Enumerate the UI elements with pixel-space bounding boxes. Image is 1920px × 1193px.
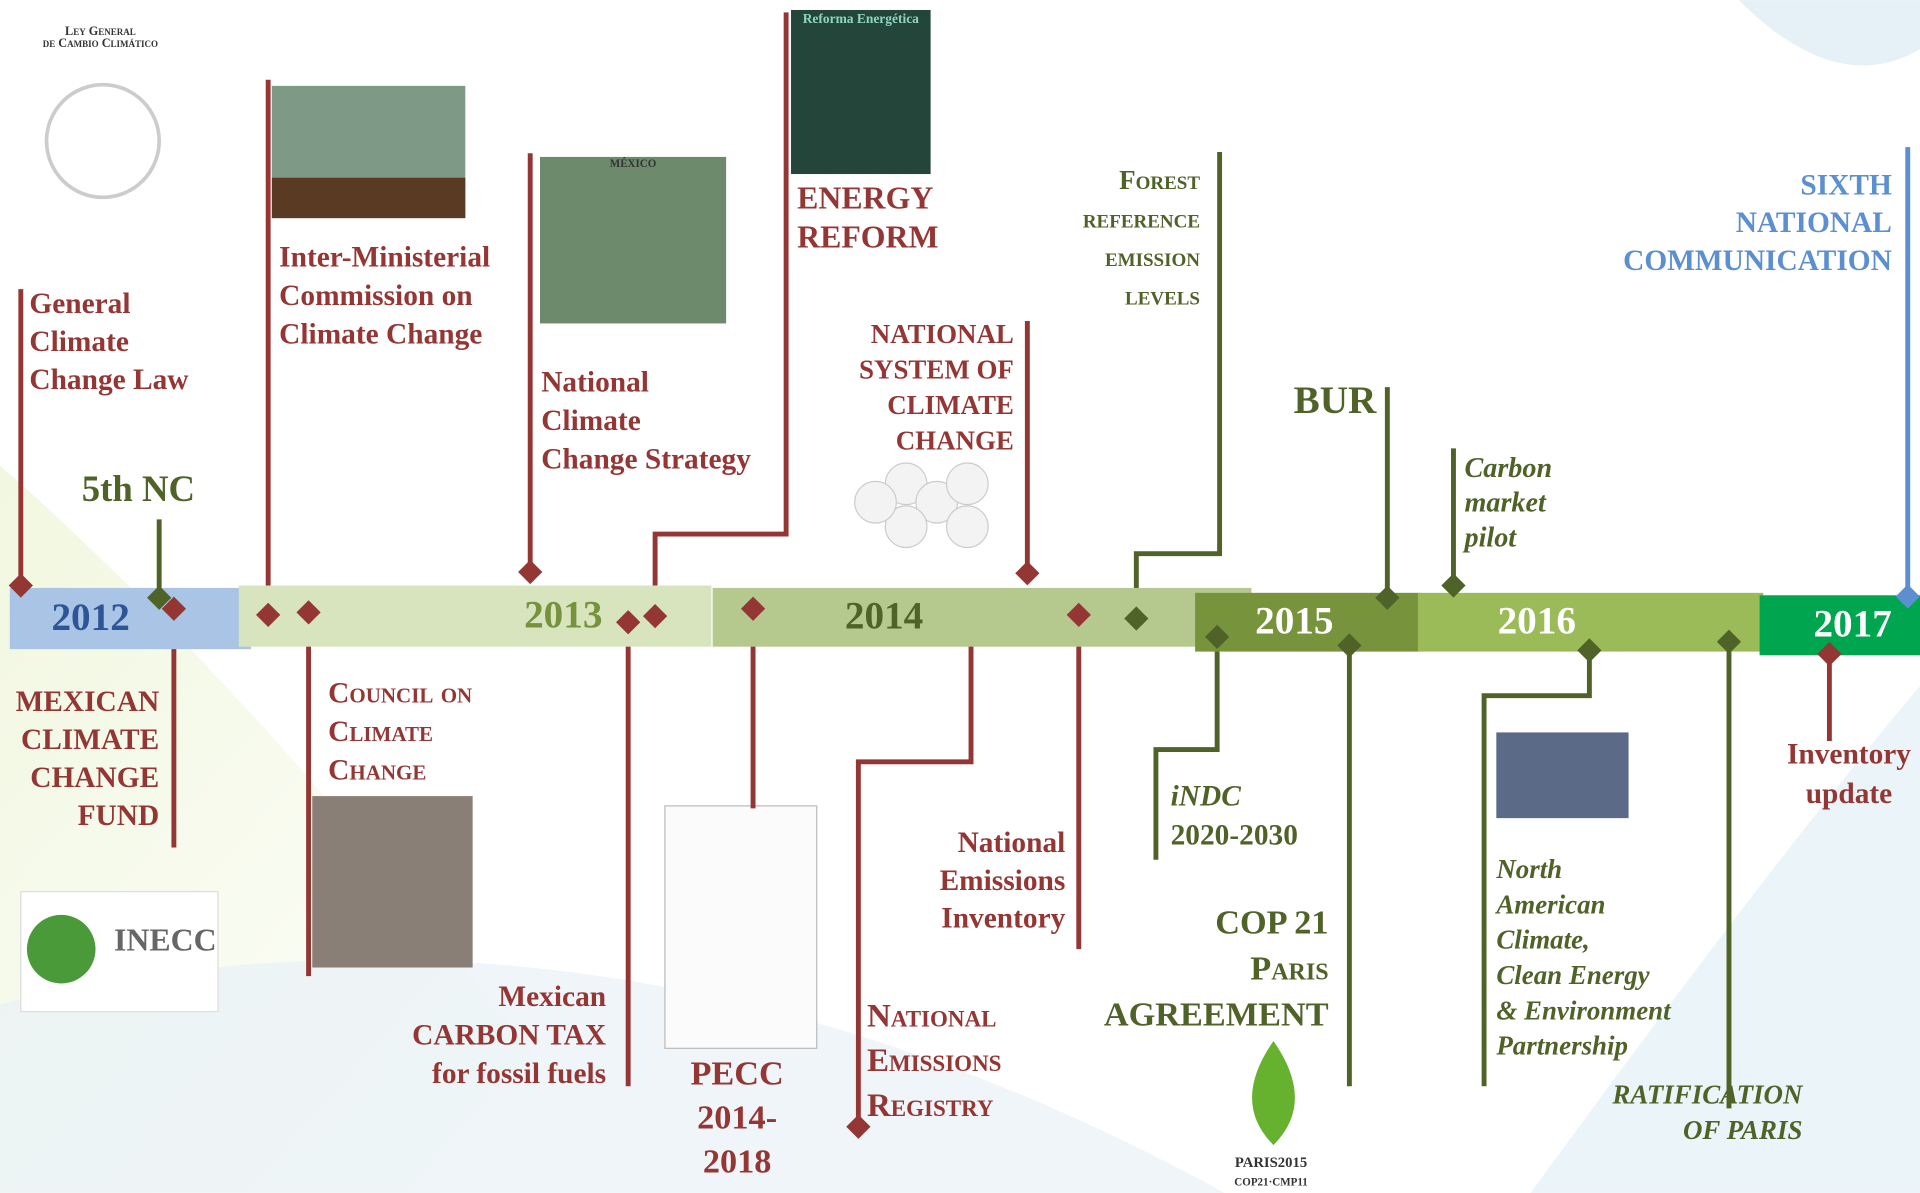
- header-text: de Cambio Climático: [43, 36, 158, 50]
- timeline: 2012 2013 2014 2015 2016 2017 General Climate C…: [0, 0, 1920, 1193]
- paris-logo: [1252, 1041, 1295, 1145]
- event-label: ENERGY: [797, 180, 933, 215]
- system-graphic: [855, 463, 988, 547]
- event-label: FUND: [78, 800, 160, 832]
- logo-mark: [27, 915, 96, 984]
- event-label: COP 21: [1215, 904, 1328, 942]
- bg-swoosh: [1739, 0, 1920, 65]
- event-label: Inventory: [941, 903, 1065, 935]
- event-label: 5th NC: [82, 468, 195, 509]
- image-caption: MÉXICO: [610, 158, 657, 170]
- page: 2012 2013 2014 2015 2016 2017 General Climate C…: [0, 0, 1920, 1193]
- year-label: 2014: [845, 595, 923, 638]
- event-label: CHANGE: [896, 426, 1014, 456]
- event-label: pilot: [1462, 523, 1517, 554]
- event-label: Inter-Ministerial: [279, 242, 490, 274]
- photo: [791, 10, 931, 174]
- photo: [312, 796, 472, 967]
- diamond-marker: [1015, 561, 1039, 585]
- event-label: Emissions: [940, 865, 1066, 897]
- event-label: National: [867, 999, 997, 1035]
- year-label: 2016: [1498, 600, 1576, 643]
- year-label: 2013: [524, 594, 602, 637]
- event-label: 2020-2030: [1171, 819, 1298, 851]
- event-label: SIXTH: [1800, 169, 1892, 201]
- photo-detail: [272, 178, 465, 218]
- event-label: COMMUNICATION: [1623, 245, 1892, 277]
- photo: [540, 157, 726, 324]
- diamond-marker: [518, 560, 542, 584]
- event-label: iNDC: [1171, 780, 1242, 812]
- event-label: Partnership: [1495, 1031, 1628, 1061]
- event-label: Registry: [867, 1088, 994, 1124]
- event-label: AGREEMENT: [1104, 996, 1329, 1034]
- event-label: Change Strategy: [541, 444, 751, 476]
- event-label: 2014-: [697, 1098, 777, 1136]
- event-label: Change Law: [29, 364, 189, 396]
- event-label: Council on: [328, 677, 472, 709]
- event-label: National: [541, 366, 649, 398]
- event-label: CLIMATE: [887, 390, 1014, 420]
- event-label: REFORM: [797, 219, 938, 254]
- event-label: reference: [1083, 203, 1200, 233]
- event-label: OF PARIS: [1683, 1115, 1802, 1145]
- event-label: for fossil fuels: [432, 1058, 606, 1090]
- event-label: market: [1464, 488, 1547, 519]
- event-label: Climate: [541, 405, 641, 437]
- event-label: CARBON TAX: [412, 1020, 606, 1052]
- event-label: levels: [1125, 281, 1200, 311]
- event-label: Emissions: [867, 1043, 1002, 1079]
- event-label: Inventory: [1787, 739, 1911, 771]
- event-label: Climate: [328, 716, 433, 748]
- image-caption: Reforma Energética: [803, 11, 919, 26]
- document: [665, 806, 817, 1048]
- event-label: Mexican: [498, 981, 606, 1013]
- image-caption: COP21·CMP11: [1234, 1177, 1307, 1189]
- event-label: NATIONAL: [871, 319, 1014, 349]
- event-label: PECC: [691, 1054, 784, 1092]
- year-band: [10, 588, 251, 649]
- year-band: [713, 588, 1252, 647]
- event-label: MEXICAN: [16, 686, 160, 718]
- event-label: SYSTEM OF: [859, 355, 1014, 385]
- event-label: Clean Energy: [1496, 960, 1650, 990]
- event-label: General: [29, 288, 130, 320]
- seal: [47, 85, 160, 198]
- event-label: Commission on: [279, 280, 472, 312]
- event-label: Carbon: [1464, 453, 1552, 484]
- year-label: 2015: [1255, 600, 1333, 643]
- event-label: Climate,: [1496, 925, 1589, 955]
- event-label: American: [1494, 889, 1605, 919]
- image-caption: INECC: [114, 922, 217, 957]
- event-label: CLIMATE: [21, 724, 159, 756]
- image-caption: PARIS2015: [1235, 1155, 1307, 1171]
- year-label: 2017: [1813, 603, 1891, 646]
- event-label: National: [958, 827, 1066, 859]
- event-label: Change: [328, 755, 426, 787]
- event-label: & Environment: [1496, 995, 1672, 1025]
- year-bands: 2012 2013 2014 2015 2016 2017: [10, 585, 1920, 655]
- photo: [1496, 732, 1628, 818]
- event-label: RATIFICATION: [1611, 1080, 1804, 1110]
- event-label: Climate Change: [279, 319, 482, 351]
- event-label: emission: [1105, 242, 1200, 272]
- event-label: Climate: [29, 326, 129, 358]
- year-label: 2012: [51, 596, 129, 639]
- event-label: BUR: [1294, 379, 1377, 422]
- event-label: NATIONAL: [1736, 207, 1892, 239]
- event-label: Paris: [1250, 950, 1328, 988]
- event-label: North: [1495, 854, 1562, 884]
- event-label: 2018: [703, 1143, 772, 1181]
- event-label: update: [1806, 778, 1893, 810]
- event-label: Forest: [1119, 165, 1200, 195]
- event-label: CHANGE: [30, 762, 159, 794]
